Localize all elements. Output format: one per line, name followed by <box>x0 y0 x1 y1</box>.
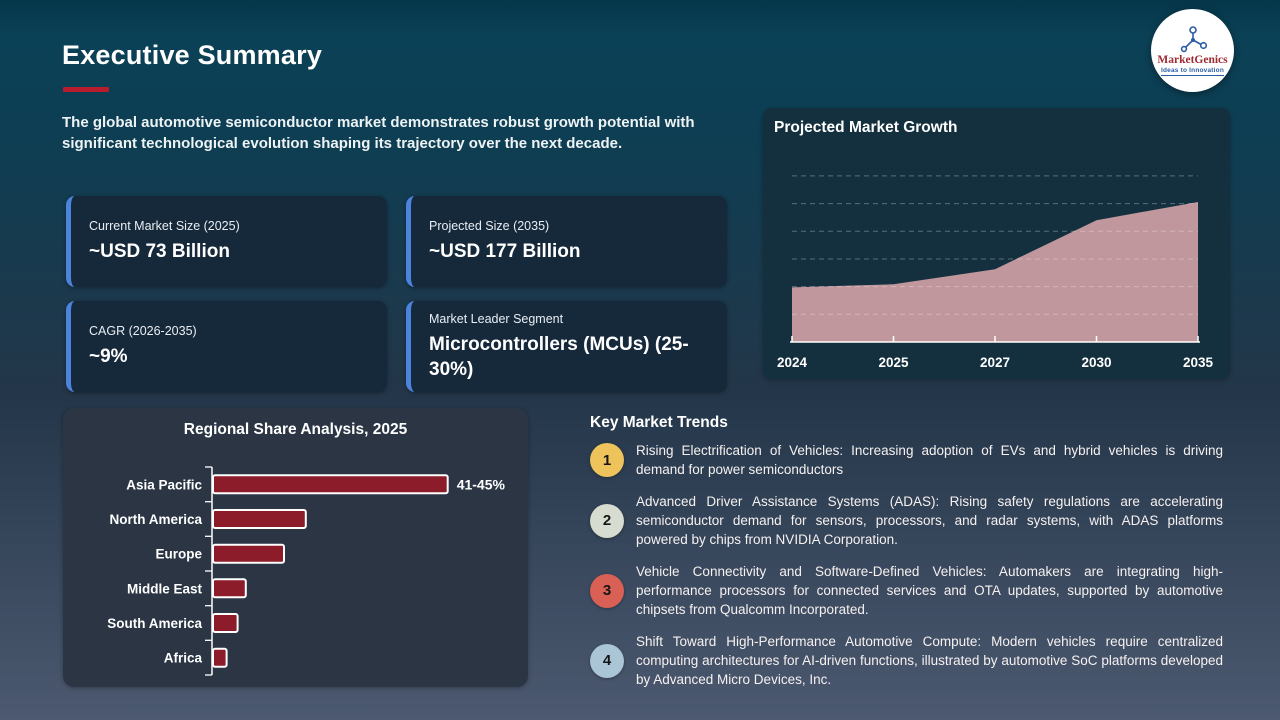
kpi-card: Projected Size (2035) ~USD 177 Billion <box>406 196 727 287</box>
category-label: South America <box>107 616 202 631</box>
kpi-cards: Current Market Size (2025) ~USD 73 Billio… <box>66 196 727 392</box>
kpi-card: Market Leader Segment Microcontrollers (M… <box>406 301 727 392</box>
bar <box>212 543 285 564</box>
kpi-card-value: ~9% <box>89 346 128 367</box>
trend-number-badge: 4 <box>590 643 624 678</box>
growth-chart-svg: 2024 2025 2027 2030 2035 <box>777 175 1214 370</box>
trend-item: 4 Shift Toward High-Performance Automotiv… <box>590 632 1223 689</box>
bar <box>212 474 449 495</box>
category-label: Asia Pacific <box>126 477 202 492</box>
regional-chart-svg: Asia Pacific 41-45% North America Europe Mid… <box>107 466 506 676</box>
category-label: Europe <box>155 547 202 562</box>
trend-number-badge: 1 <box>590 443 624 477</box>
area-series <box>792 202 1198 342</box>
kpi-card-label: CAGR (2026-2035) <box>89 324 197 338</box>
x-axis-label: 2024 <box>777 355 808 370</box>
trends-heading: Key Market Trends <box>590 414 728 431</box>
x-axis-label: 2027 <box>980 355 1010 370</box>
trend-number-badge: 3 <box>590 573 624 608</box>
molecule-icon <box>1180 26 1207 53</box>
regional-panel-title: Regional Share Analysis, 2025 <box>183 421 408 438</box>
trends-list: 1 Rising Electrification of Vehicles: Inc… <box>590 441 1223 689</box>
bar <box>212 578 247 599</box>
trend-number-badge: 2 <box>590 503 624 538</box>
x-axis-label: 2035 <box>1183 355 1214 370</box>
category-label: North America <box>109 512 202 527</box>
kpi-card-value: Microcontrollers (MCUs) (25-30%) <box>429 333 689 380</box>
trend-item: 1 Rising Electrification of Vehicles: Inc… <box>590 441 1223 479</box>
category-label: Africa <box>164 651 203 666</box>
kpi-card-label: Market Leader Segment <box>429 311 564 326</box>
kpi-card-label: Current Market Size (2025) <box>89 219 240 233</box>
logo: MarketGenics Ideas to Innovation <box>1151 9 1234 92</box>
x-axis-label: 2030 <box>1081 355 1111 370</box>
kpi-card-value: ~USD 73 Billion <box>89 241 230 262</box>
kpi-card: Current Market Size (2025) ~USD 73 Billio… <box>66 196 387 287</box>
value-label: 41-45% <box>457 476 506 492</box>
growth-panel: Projected Market Growth 2024 2025 2027 2030… <box>763 108 1230 379</box>
trend-text: Shift Toward High-Performance Automotive… <box>636 634 1223 687</box>
growth-panel-title: Projected Market Growth <box>774 119 958 136</box>
page-subtitle: The global automotive semiconductor mark… <box>62 114 695 152</box>
trend-text: Rising Electrification of Vehicles: Incr… <box>636 443 1223 477</box>
bar <box>212 613 239 633</box>
title-accent-bar <box>63 87 109 92</box>
trend-item: 3 Vehicle Connectivity and Software-Defin… <box>590 562 1223 619</box>
page-title: Executive Summary <box>62 40 323 70</box>
trend-item: 2 Advanced Driver Assistance Systems (ADA… <box>590 492 1223 549</box>
logo-name: MarketGenics <box>1157 54 1228 66</box>
category-label: Middle East <box>127 581 203 596</box>
trend-text: Vehicle Connectivity and Software-Define… <box>636 564 1223 617</box>
logo-tagline: Ideas to Innovation <box>1160 67 1225 76</box>
regional-panel: Regional Share Analysis, 2025 Asia Pacif… <box>63 408 528 687</box>
bar <box>212 647 228 668</box>
x-axis-label: 2025 <box>878 355 909 370</box>
trend-text: Advanced Driver Assistance Systems (ADAS… <box>636 494 1223 547</box>
kpi-card: CAGR (2026-2035) ~9% <box>66 301 387 392</box>
bar <box>212 509 307 529</box>
kpi-card-value: ~USD 177 Billion <box>429 241 581 262</box>
kpi-card-label: Projected Size (2035) <box>429 219 550 233</box>
